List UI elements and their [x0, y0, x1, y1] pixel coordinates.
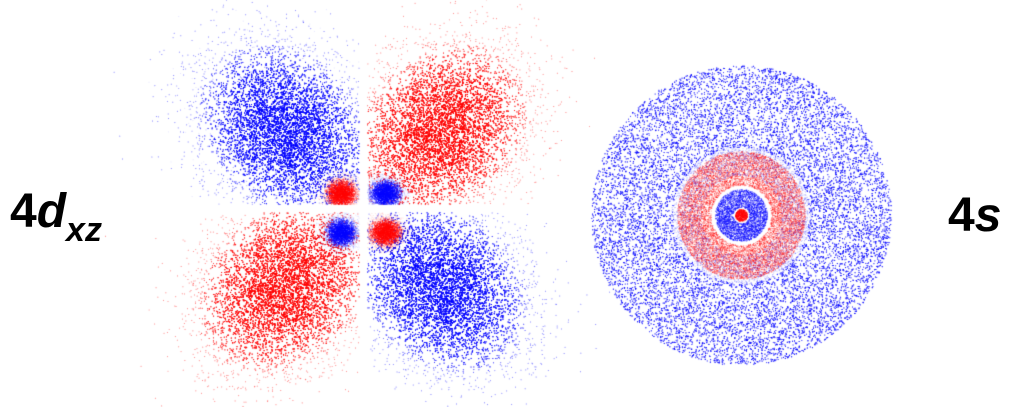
label-4dxz-letter: d — [36, 185, 67, 238]
label-4dxz-subscript: xz — [66, 211, 102, 249]
label-4dxz-principal: 4 — [10, 185, 37, 238]
label-4dxz: 4dxz — [10, 185, 102, 248]
label-4s-principal: 4 — [948, 189, 975, 242]
label-4s: 4s — [948, 192, 1001, 240]
label-4s-letter: s — [974, 189, 1002, 242]
